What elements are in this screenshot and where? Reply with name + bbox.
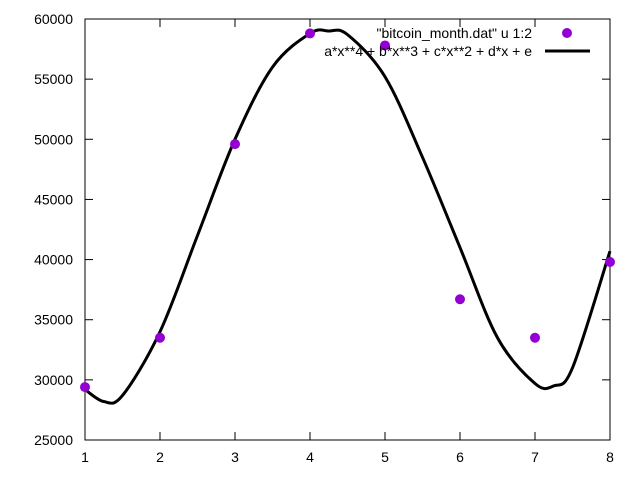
data-point [380, 40, 390, 51]
legend-label-series-2: a*x**4 + b*x**3 + c*x**2 + d*x + e [324, 43, 532, 59]
legend: "bitcoin_month.dat" u 1:2 a*x**4 + b*x**… [324, 25, 590, 59]
y-tick-label: 50000 [34, 131, 73, 147]
y-tick-label: 30000 [34, 372, 73, 388]
plot-border [84, 18, 611, 441]
axes: 1 2 3 4 5 6 7 8 25000 30000 35000 40000 45000 50000 55… [34, 11, 614, 465]
y-tick-label: 40000 [34, 252, 73, 268]
x-tick-label: 2 [156, 449, 164, 465]
y-tick-label: 60000 [34, 11, 73, 27]
y-tick-label: 25000 [34, 432, 73, 448]
legend-label-series-1: "bitcoin_month.dat" u 1:2 [377, 25, 533, 41]
y-tick-label: 45000 [34, 191, 73, 207]
data-point [530, 332, 540, 343]
x-tick-label: 7 [531, 449, 539, 465]
y-tick-label: 35000 [34, 312, 73, 328]
x-tick-label: 3 [231, 449, 239, 465]
x-tick-label: 1 [81, 449, 89, 465]
x-tick-label: 6 [456, 449, 464, 465]
x-tick-label: 4 [306, 449, 314, 465]
x-tick-label: 5 [381, 449, 389, 465]
data-point [305, 28, 315, 39]
data-point [605, 256, 615, 267]
data-point [80, 382, 90, 393]
x-tick-label: 8 [606, 449, 614, 465]
fit-curve-layer [84, 28, 612, 405]
y-tick-label: 55000 [34, 71, 73, 87]
fit-curve [84, 28, 612, 405]
data-point [155, 332, 165, 343]
data-point [230, 139, 240, 150]
data-points-layer [80, 28, 615, 393]
legend-marker-series-1 [562, 28, 572, 38]
data-point [455, 294, 465, 305]
